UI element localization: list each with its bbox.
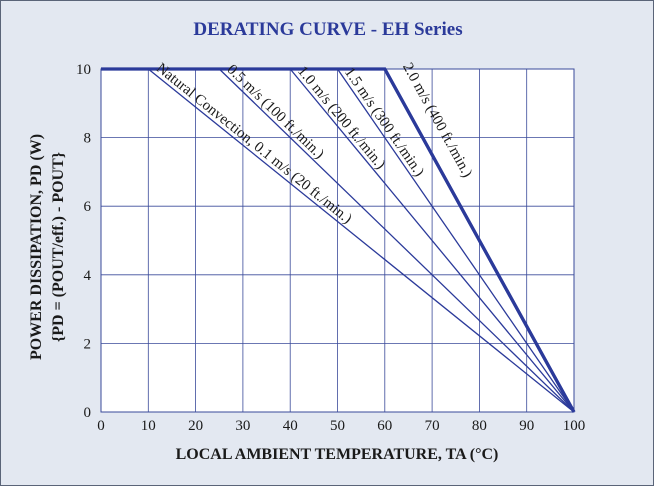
series <box>101 67 576 413</box>
y-tick-label: 8 <box>84 131 92 147</box>
series-line <box>218 68 575 413</box>
series-line <box>289 68 575 413</box>
x-tick-label: 80 <box>472 418 487 434</box>
x-tick-label: 50 <box>330 418 345 434</box>
x-tick-label: 20 <box>188 418 203 434</box>
x-tick-label: 90 <box>519 418 534 434</box>
y-axis-label-line2: {PD = (POUT/eff.) - POUT} <box>50 152 67 342</box>
series-line <box>336 68 575 413</box>
x-tick-label: 10 <box>141 418 156 434</box>
y-tick-label: 6 <box>84 199 92 215</box>
x-tick-label: 0 <box>97 418 105 434</box>
x-tick-label: 30 <box>235 418 250 434</box>
y-tick-label: 4 <box>84 268 92 284</box>
x-tick-label: 40 <box>283 418 298 434</box>
series-line <box>147 68 575 413</box>
chart-title: DERATING CURVE - EH Series <box>193 19 462 40</box>
y-tick-label: 0 <box>84 405 92 421</box>
x-tick-label: 70 <box>425 418 440 434</box>
x-tick-label: 100 <box>563 418 586 434</box>
x-tick-label: 60 <box>377 418 392 434</box>
y-tick-label: 10 <box>76 62 91 78</box>
x-axis-label: LOCAL AMBIENT TEMPERATURE, TA (°C) <box>176 446 499 463</box>
tick-labels: 0 10 20 30 40 50 60 70 80 90 100 0 2 4 6 8 10 <box>76 62 585 434</box>
y-tick-label: 2 <box>84 336 92 352</box>
y-axis-label-line1: POWER DISSIPATION, PD (W) <box>28 134 45 360</box>
series-line <box>383 68 576 413</box>
